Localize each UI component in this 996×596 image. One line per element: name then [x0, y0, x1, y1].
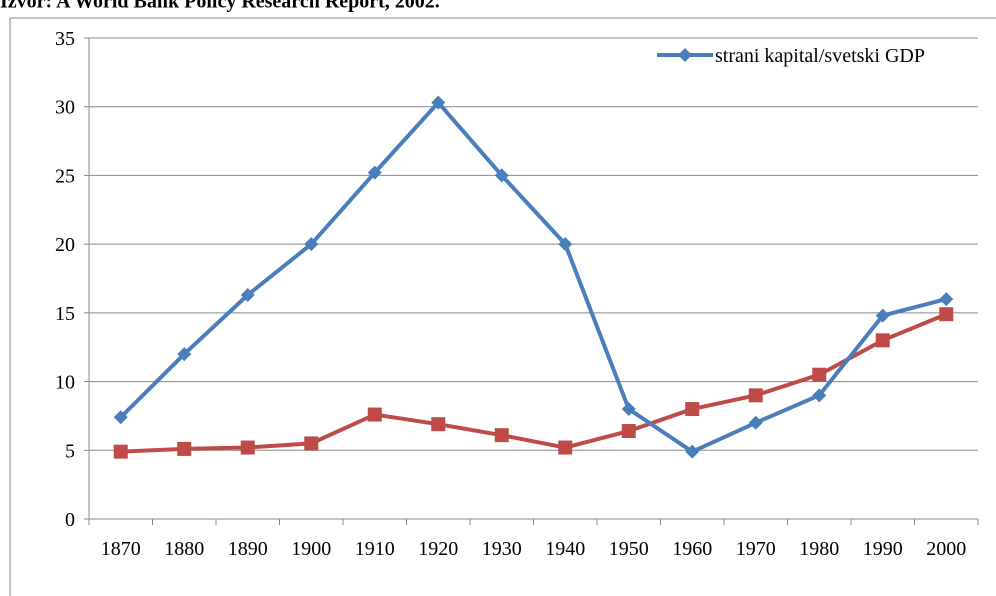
marker	[494, 168, 509, 183]
marker	[621, 424, 636, 439]
marker	[939, 292, 954, 307]
marker	[431, 417, 446, 432]
x-tick-label: 1890	[228, 538, 268, 560]
marker	[939, 307, 954, 322]
x-tick-label: 1990	[863, 538, 903, 560]
source-note: Izvor: A World Bank Policy Research Repo…	[0, 0, 440, 13]
marker	[748, 388, 763, 403]
marker	[812, 367, 827, 382]
y-tick-label: 30	[55, 97, 75, 119]
marker	[685, 402, 700, 417]
y-tick-label: 35	[55, 28, 75, 50]
marker	[812, 388, 827, 403]
y-tick-label: 0	[65, 509, 75, 531]
x-tick-label: 1910	[355, 538, 395, 560]
marker	[304, 436, 319, 451]
marker	[304, 237, 319, 252]
marker	[685, 444, 700, 459]
marker	[678, 48, 692, 62]
marker	[875, 308, 890, 323]
x-tick-label: 2000	[926, 538, 966, 560]
y-tick-label: 5	[65, 440, 75, 462]
marker	[431, 95, 446, 110]
marker	[875, 333, 890, 348]
x-tick-label: 1980	[799, 538, 839, 560]
marker	[367, 165, 382, 180]
x-tick-label: 1930	[482, 538, 522, 560]
series-line	[119, 100, 947, 454]
marker	[748, 415, 763, 430]
series-line	[120, 312, 948, 454]
marker	[367, 407, 382, 422]
x-tick-label: 1880	[164, 538, 204, 560]
y-tick-label: 25	[55, 165, 75, 187]
x-tick-label: 1960	[672, 538, 712, 560]
marker	[177, 347, 192, 362]
x-tick-label: 1870	[101, 538, 141, 560]
marker	[113, 410, 128, 425]
x-tick-label: 1950	[609, 538, 649, 560]
marker	[240, 440, 255, 455]
y-tick-label: 15	[55, 303, 75, 325]
x-tick-label: 1900	[291, 538, 331, 560]
marker	[113, 444, 128, 459]
x-tick-label: 1920	[418, 538, 458, 560]
marker	[558, 440, 573, 455]
legend-label: strani kapital/svetski GDP	[715, 45, 925, 67]
y-tick-label: 20	[55, 234, 75, 256]
marker	[558, 237, 573, 252]
x-tick-label: 1940	[545, 538, 585, 560]
marker	[494, 428, 509, 443]
x-tick-label: 1970	[736, 538, 776, 560]
marker	[621, 402, 636, 417]
marker	[240, 287, 255, 302]
y-tick-label: 10	[55, 372, 75, 394]
marker	[177, 441, 192, 456]
